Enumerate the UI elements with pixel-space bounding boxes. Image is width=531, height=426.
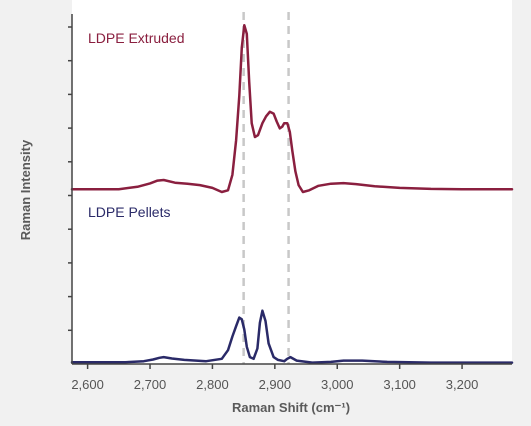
x-tick-label: 2,900 bbox=[259, 377, 292, 392]
x-tick-label: 2,800 bbox=[196, 377, 229, 392]
x-tick-label: 3,200 bbox=[446, 377, 479, 392]
x-tick-label: 2,700 bbox=[134, 377, 167, 392]
series-line-1 bbox=[70, 23, 514, 194]
y-axis-title: Raman Intensity bbox=[18, 139, 33, 240]
x-tick-label: 3,000 bbox=[321, 377, 354, 392]
plot-area bbox=[72, 0, 512, 364]
series-labels: LDPE Extruded LDPE Pellets bbox=[88, 30, 185, 220]
x-axis-ticks: 2,600 2,700 2,800 2,900 3,000 3,100 3,200 bbox=[71, 364, 478, 392]
series-line-2 bbox=[70, 309, 514, 364]
series-label-1: LDPE Extruded bbox=[88, 30, 185, 46]
reference-lines bbox=[242, 12, 290, 364]
x-tick-label: 2,600 bbox=[71, 377, 104, 392]
y-axis-ticks bbox=[68, 26, 72, 332]
x-tick-label: 3,100 bbox=[383, 377, 416, 392]
x-axis-title: Raman Shift (cm⁻¹) bbox=[232, 400, 350, 415]
series-layer bbox=[70, 23, 514, 364]
series-label-2: LDPE Pellets bbox=[88, 204, 170, 220]
